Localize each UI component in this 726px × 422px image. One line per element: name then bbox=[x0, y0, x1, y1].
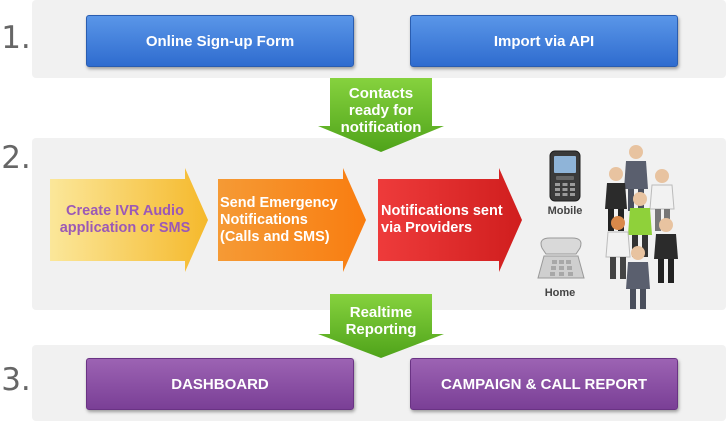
notifications-sent-label: Notifications sent via Providers bbox=[381, 203, 503, 236]
chevron-arrow-icon bbox=[50, 168, 208, 272]
step-number-2: 2. bbox=[1, 140, 31, 176]
campaign-call-report-label: CAMPAIGN & CALL REPORT bbox=[440, 375, 648, 393]
realtime-reporting-label: Realtime Reporting bbox=[345, 304, 417, 338]
online-signup-form-label: Online Sign-up Form bbox=[145, 32, 295, 50]
step-number-3: 3. bbox=[1, 362, 31, 398]
online-signup-form-button[interactable]: Online Sign-up Form bbox=[86, 15, 354, 67]
realtime-reporting-arrow: Realtime Reporting bbox=[318, 294, 444, 358]
chevron-arrow-icon bbox=[218, 168, 366, 272]
chevron-arrow-icon bbox=[378, 168, 522, 272]
contacts-ready-arrow: Contacts ready for notification bbox=[318, 78, 444, 152]
send-emergency-chevron: Send Emergency Notifications (Calls and … bbox=[218, 168, 366, 272]
dashboard-button[interactable]: DASHBOARD bbox=[86, 358, 354, 410]
home-phone-icon bbox=[537, 237, 585, 279]
send-emergency-label: Send Emergency Notifications (Calls and … bbox=[220, 194, 338, 245]
contacts-ready-label: Contacts ready for notification bbox=[340, 85, 422, 136]
mobile-label: Mobile bbox=[547, 205, 583, 217]
dashboard-label: DASHBOARD bbox=[171, 375, 269, 393]
create-ivr-chevron: Create IVR Audio application or SMS bbox=[50, 168, 208, 272]
step-number-1: 1. bbox=[1, 20, 31, 56]
down-arrow-icon bbox=[318, 294, 444, 358]
home-label: Home bbox=[544, 287, 576, 299]
import-via-api-label: Import via API bbox=[493, 32, 595, 50]
campaign-call-report-button[interactable]: CAMPAIGN & CALL REPORT bbox=[410, 358, 678, 410]
down-arrow-icon bbox=[318, 78, 444, 152]
import-via-api-button[interactable]: Import via API bbox=[410, 15, 678, 67]
mobile-phone-icon bbox=[549, 150, 581, 202]
notifications-sent-chevron: Notifications sent via Providers bbox=[378, 168, 522, 272]
people-group-icon bbox=[605, 145, 678, 309]
create-ivr-label: Create IVR Audio application or SMS bbox=[59, 203, 191, 236]
